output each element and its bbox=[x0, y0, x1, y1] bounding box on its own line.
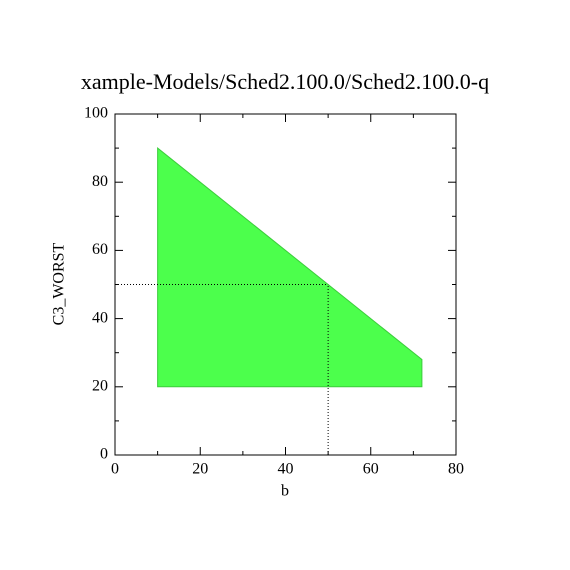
y-tick-label: 20 bbox=[92, 377, 108, 394]
chart-title: xample-Models/Sched2.100.0/Sched2.100.0-… bbox=[81, 69, 489, 94]
y-tick-label: 60 bbox=[92, 241, 108, 258]
x-tick-label: 20 bbox=[192, 461, 208, 478]
x-tick-label: 0 bbox=[111, 461, 119, 478]
x-axis-label: b bbox=[281, 483, 289, 500]
x-tick-label: 80 bbox=[448, 461, 464, 478]
x-tick-label: 60 bbox=[363, 461, 379, 478]
y-tick-label: 40 bbox=[92, 309, 108, 326]
y-tick-label: 0 bbox=[100, 446, 108, 463]
region bbox=[157, 147, 423, 388]
y-tick-label: 80 bbox=[92, 173, 108, 190]
x-tick-label: 40 bbox=[278, 461, 294, 478]
y-tick-label: 100 bbox=[84, 105, 108, 122]
y-axis-label: C3_WORST bbox=[51, 242, 68, 325]
